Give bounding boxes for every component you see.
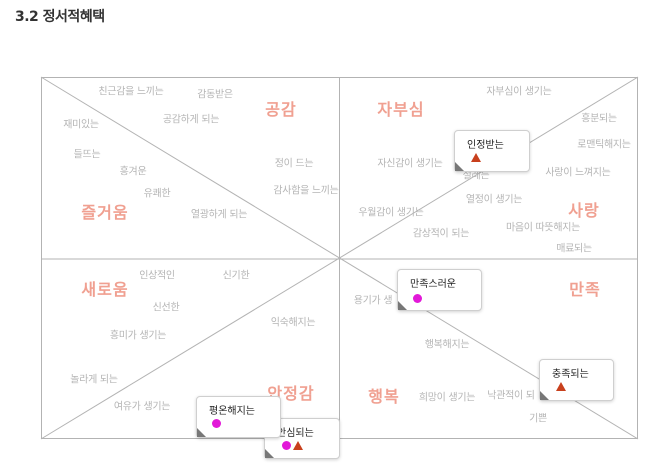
emotion-word: 재미있는 xyxy=(63,119,99,131)
emotion-word: 열광하게 되는 xyxy=(190,209,248,221)
card-injeong[interactable]: 인정받는 xyxy=(454,130,530,172)
emotion-word: 사랑이 느껴지는 xyxy=(545,167,611,179)
emotion-word: 설레는 xyxy=(462,170,490,182)
emotion-word: 공감하게 되는 xyxy=(162,114,220,126)
card-fold-corner-icon xyxy=(197,428,206,437)
red-triangle-icon xyxy=(293,441,303,450)
magenta-dot-icon xyxy=(212,419,221,428)
red-triangle-icon xyxy=(556,382,566,391)
card-label: 충족되는 xyxy=(552,369,589,380)
emotion-word: 감사함을 느끼는 xyxy=(273,185,339,197)
card-ansim[interactable]: 안심되는 xyxy=(264,418,340,459)
emotion-word: 흥미가 생기는 xyxy=(109,330,167,342)
emotion-word: 정이 드는 xyxy=(274,158,314,170)
card-label: 인정받는 xyxy=(467,140,504,151)
emotion-word: 신선한 xyxy=(152,302,180,314)
emotion-word: 유쾌한 xyxy=(143,188,171,200)
card-label: 만족스러운 xyxy=(410,279,456,290)
card-fold-corner-icon xyxy=(398,301,407,310)
card-fold-corner-icon xyxy=(455,162,464,171)
emotion-word: 놀라게 되는 xyxy=(70,374,118,386)
emotion-word: 여유가 생기는 xyxy=(113,401,171,413)
red-triangle-icon xyxy=(471,153,481,162)
category-manjok: 만족 xyxy=(569,280,601,299)
emotion-word: 낙관적이 되 xyxy=(487,390,535,402)
section-title: 3.2 정서적혜택 xyxy=(15,9,105,25)
category-sarang: 사랑 xyxy=(568,201,600,220)
emotion-word: 감동받은 xyxy=(197,89,233,101)
category-jabusim: 자부심 xyxy=(377,100,425,119)
emotion-word: 매료되는 xyxy=(556,243,592,255)
magenta-dot-icon xyxy=(282,441,291,450)
emotion-word: 기쁜 xyxy=(529,413,547,425)
emotion-word: 인상적인 xyxy=(139,270,175,282)
card-fold-corner-icon xyxy=(265,449,274,458)
emotion-word: 자부심이 생기는 xyxy=(486,86,552,98)
category-saeroum: 새로움 xyxy=(81,280,129,299)
emotion-word: 들뜨는 xyxy=(73,149,101,161)
category-jeulgeoum: 즐거움 xyxy=(81,203,129,222)
diagonal-line-up xyxy=(40,76,639,440)
emotion-word: 자신감이 생기는 xyxy=(377,158,443,170)
emotion-word: 열정이 생기는 xyxy=(465,194,523,206)
magenta-dot-icon xyxy=(413,294,422,303)
emotion-word: 우월감이 생기는 xyxy=(358,207,424,219)
emotion-word: 흥겨운 xyxy=(119,166,147,178)
emotion-word: 흥분되는 xyxy=(581,113,617,125)
emotion-word: 마음이 따뜻해지는 xyxy=(505,222,581,234)
card-label: 평온해지는 xyxy=(209,406,255,417)
card-chungjok[interactable]: 충족되는 xyxy=(539,359,614,401)
category-gonggam: 공감 xyxy=(265,100,297,119)
emotion-word: 감상적이 되는 xyxy=(412,228,470,240)
card-fold-corner-icon xyxy=(540,391,549,400)
card-pyeongon[interactable]: 평온해지는 xyxy=(196,396,281,438)
card-label: 안심되는 xyxy=(277,428,314,439)
emotion-word: 희망이 생기는 xyxy=(418,392,476,404)
emotion-word: 친근감을 느끼는 xyxy=(98,86,164,98)
emotion-word: 익숙해지는 xyxy=(270,317,316,329)
emotion-word: 용기가 생 xyxy=(353,295,393,307)
emotion-word: 행복해지는 xyxy=(424,339,470,351)
card-manjokseureoun[interactable]: 만족스러운 xyxy=(397,269,482,311)
category-haengbok: 행복 xyxy=(368,387,400,406)
emotion-word: 로맨틱해지는 xyxy=(577,139,631,151)
emotion-word: 신기한 xyxy=(222,270,250,282)
